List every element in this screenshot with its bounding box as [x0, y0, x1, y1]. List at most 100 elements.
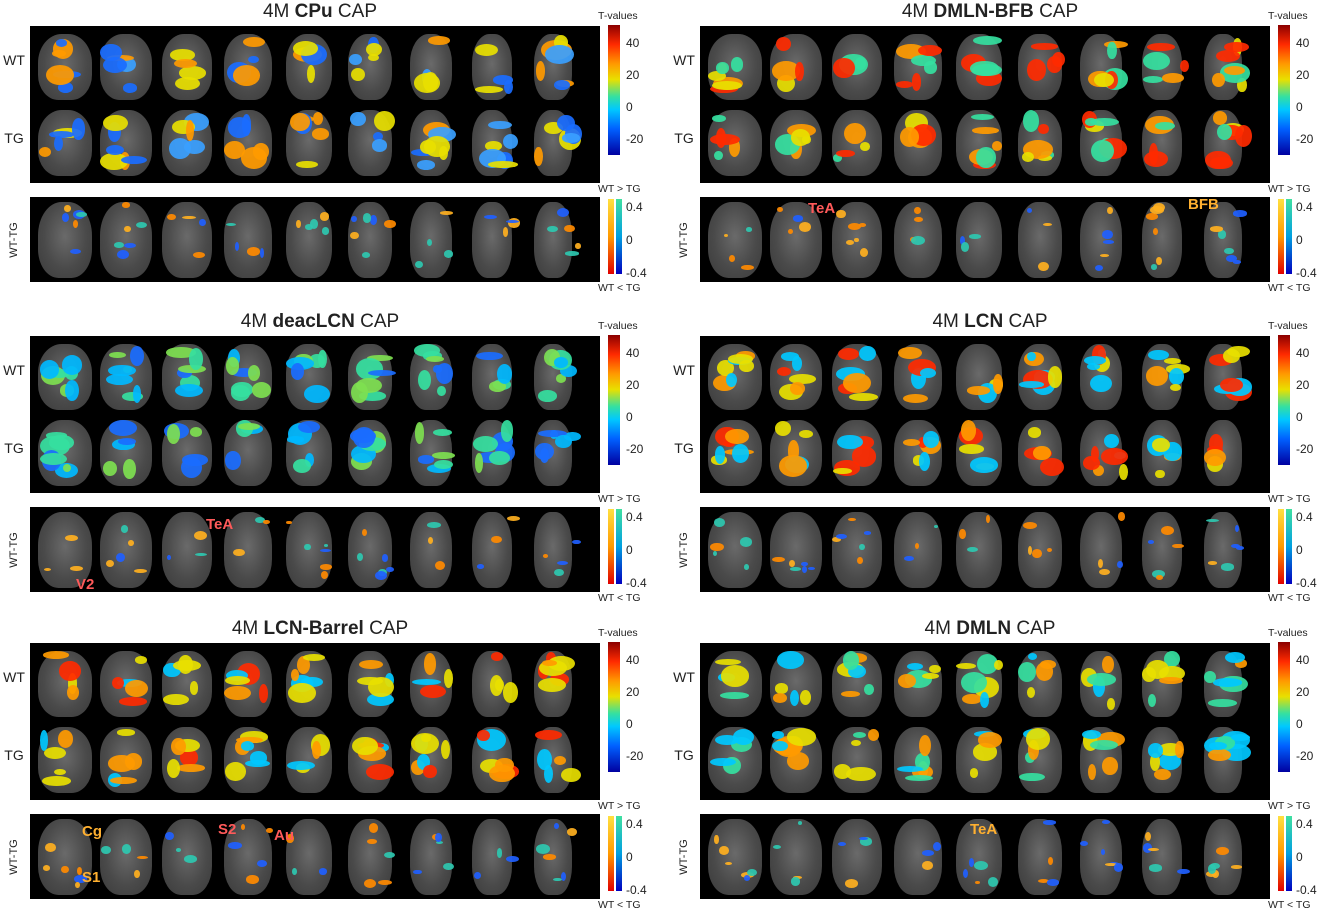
row-label-wt: WT	[673, 362, 695, 378]
brain-slice	[534, 727, 581, 793]
diff-blob	[1161, 526, 1174, 536]
activation-blob	[162, 693, 189, 705]
brain-slice	[832, 110, 882, 176]
brain-slice	[162, 344, 212, 410]
diff-strip	[700, 507, 1270, 592]
diff-blob	[1023, 522, 1038, 530]
region-annotation: Cg	[82, 823, 102, 840]
activation-blob	[59, 661, 81, 681]
colorbar-tick: -20	[1296, 132, 1314, 146]
diff-blob	[718, 845, 729, 855]
activation-blob	[371, 139, 388, 152]
diff-colorbar-tick: 0.4	[626, 510, 643, 524]
activation-blob	[1223, 65, 1245, 76]
activation-blob	[540, 447, 550, 464]
title-suffix: CAP	[332, 1, 378, 22]
brain-slice	[894, 202, 942, 278]
activation-blob	[488, 121, 513, 130]
activation-blob	[1051, 51, 1065, 67]
region-annotation: TeA	[206, 516, 234, 533]
diff-blob	[959, 235, 965, 245]
row-label-diff: WT-TG	[678, 839, 690, 875]
activation-blob	[710, 134, 740, 145]
row-label-tg: TG	[674, 440, 694, 456]
activation-blob	[902, 439, 921, 446]
brain-slice	[1018, 819, 1062, 895]
diff-blob	[845, 239, 855, 245]
brain-slice	[38, 34, 92, 100]
diff-blob	[320, 571, 329, 580]
diff-blob	[234, 241, 240, 251]
diff-blob	[1224, 248, 1234, 255]
activation-blob	[1047, 366, 1063, 388]
diff-blob	[1117, 560, 1124, 569]
activation-blob	[837, 434, 864, 450]
activation-blob	[728, 137, 740, 157]
activation-blob	[317, 350, 327, 369]
activation-blob	[176, 764, 205, 772]
diff-blob	[503, 227, 509, 237]
brain-slice	[1080, 420, 1128, 486]
brain-slice	[348, 110, 395, 176]
row-label-tg: TG	[674, 747, 694, 763]
activation-blob	[358, 659, 384, 669]
brain-slice	[1142, 344, 1190, 410]
diff-blob	[194, 553, 207, 557]
label-wt-lt-tg: WT < TG	[1268, 592, 1311, 604]
diff-blob	[1118, 512, 1125, 521]
diff-blob	[914, 543, 920, 550]
activation-blob	[174, 59, 197, 69]
diff-colorbar-warm	[1278, 816, 1284, 891]
diff-blob	[1098, 568, 1110, 576]
diff-colorbar-cool	[616, 509, 622, 584]
brain-slice	[832, 727, 882, 793]
brain-slice	[100, 344, 152, 410]
brain-slice	[534, 651, 575, 717]
diff-blob	[913, 207, 921, 215]
brain-slice	[224, 202, 272, 278]
brain-slice	[1080, 34, 1128, 100]
activation-blob	[303, 384, 331, 404]
diff-colorbar-cool	[616, 816, 622, 891]
diff-blob	[263, 519, 271, 525]
title-suffix: CAP	[1011, 618, 1056, 639]
colorbar-tick: 20	[1296, 68, 1310, 82]
brain-slice	[348, 202, 396, 278]
brain-slice	[1080, 344, 1122, 410]
diff-blob	[788, 559, 795, 568]
row-label-tg: TG	[4, 130, 24, 146]
activation-blob	[502, 133, 519, 150]
row-label-diff: WT-TG	[678, 222, 690, 258]
activation-blob	[1089, 374, 1112, 393]
brain-slice	[224, 34, 272, 100]
diff-blob	[428, 537, 434, 545]
diff-blob	[286, 834, 294, 843]
activation-blob	[972, 743, 998, 762]
tmap-strip	[700, 26, 1270, 183]
diff-blob	[117, 249, 129, 259]
activation-blob	[287, 683, 316, 703]
diff-colorbar-tick: 0	[1296, 850, 1303, 864]
diff-blob	[1097, 559, 1103, 568]
diff-blob	[1148, 540, 1155, 544]
activation-blob	[713, 150, 723, 161]
activation-blob	[124, 753, 143, 770]
brain-slice	[708, 34, 762, 100]
tmap-strip	[30, 26, 600, 183]
activation-blob	[1142, 75, 1164, 83]
row-label-diff: WT-TG	[678, 532, 690, 568]
diff-blob	[182, 215, 196, 220]
activation-blob	[181, 456, 203, 479]
diff-blob	[121, 202, 131, 208]
activation-blob	[1028, 739, 1040, 760]
activation-blob	[911, 54, 937, 67]
activation-blob	[775, 683, 788, 694]
activation-blob	[732, 443, 750, 463]
activation-blob	[52, 50, 66, 57]
activation-blob	[166, 758, 181, 779]
activation-blob	[1102, 656, 1114, 674]
activation-blob	[772, 731, 784, 739]
activation-blob	[864, 684, 874, 695]
activation-blob	[1083, 456, 1100, 471]
diff-strip	[30, 507, 600, 592]
